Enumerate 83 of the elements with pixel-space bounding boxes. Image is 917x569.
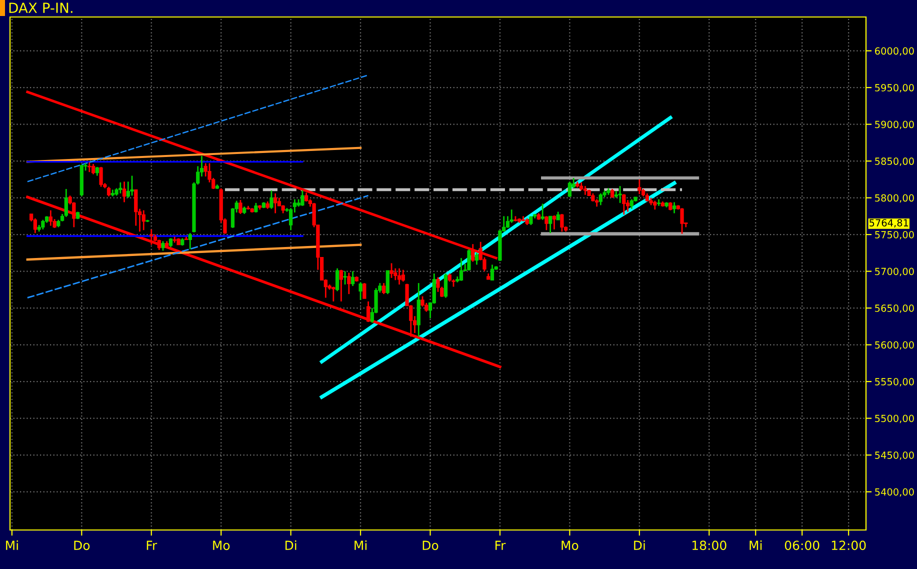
candlestick bbox=[142, 210, 146, 231]
y-tick-label: 5900,00 bbox=[875, 120, 914, 130]
x-tick-label: Fr bbox=[146, 540, 158, 550]
candlestick bbox=[254, 202, 258, 214]
candlestick bbox=[343, 270, 347, 286]
x-tick-label: Mo bbox=[562, 540, 578, 550]
candlestick bbox=[362, 282, 366, 300]
x-tick-label: Di bbox=[285, 540, 296, 550]
candlestick bbox=[397, 268, 402, 286]
candlestick bbox=[358, 282, 362, 301]
candlestick bbox=[490, 264, 494, 281]
candlestick bbox=[332, 286, 336, 302]
x-tick-label: Mi bbox=[354, 540, 366, 550]
chart-title: DAX P-IN. bbox=[9, 2, 72, 13]
candlestick bbox=[106, 186, 111, 198]
candlestick bbox=[366, 300, 370, 323]
y-tick-label: 5700,00 bbox=[875, 268, 914, 276]
candlestick bbox=[91, 163, 96, 175]
y-tick-label: 5850,00 bbox=[875, 158, 914, 166]
y-tick-label: 5800,00 bbox=[875, 194, 914, 203]
candlestick bbox=[122, 180, 126, 203]
x-tick-label: Di bbox=[634, 540, 645, 550]
x-tick-label: 18:00 bbox=[692, 540, 726, 550]
candlestick bbox=[544, 215, 548, 231]
candlestick bbox=[459, 257, 464, 282]
candlestick bbox=[347, 272, 351, 295]
candlestick bbox=[401, 269, 405, 282]
y-tick-label: 5450,00 bbox=[875, 452, 914, 460]
y-tick-label: 5500,00 bbox=[875, 414, 914, 424]
candlestick bbox=[548, 215, 552, 234]
x-tick-label: Do bbox=[74, 540, 90, 550]
candlestick bbox=[300, 190, 304, 207]
y-tick-label: 5600,00 bbox=[875, 341, 914, 350]
candlestick bbox=[238, 199, 242, 215]
candlestick bbox=[598, 192, 602, 206]
candlestick bbox=[630, 198, 634, 210]
text: 5764,81 bbox=[870, 219, 908, 228]
candlestick bbox=[88, 162, 92, 173]
candlestick bbox=[33, 218, 37, 234]
candlestick bbox=[540, 202, 544, 221]
candlestick bbox=[467, 248, 471, 272]
candlestick bbox=[270, 190, 274, 210]
candlestick bbox=[382, 282, 386, 295]
candlestick bbox=[118, 182, 122, 194]
x-tick-label: Do bbox=[422, 540, 438, 550]
candlestick bbox=[436, 276, 440, 293]
candlestick bbox=[552, 214, 556, 230]
x-tick-label: 06:00 bbox=[784, 540, 820, 550]
candlestick bbox=[161, 240, 165, 252]
candlestick bbox=[672, 202, 676, 214]
candlestick bbox=[274, 192, 278, 214]
candlestick bbox=[680, 207, 684, 235]
x-tick-label: Mi bbox=[750, 540, 762, 550]
candlestick bbox=[560, 213, 564, 232]
candlestick bbox=[130, 175, 134, 196]
candlestick bbox=[157, 238, 161, 251]
x-tick-label: 12:00 bbox=[832, 540, 866, 550]
y-tick-label: 6000,00 bbox=[875, 47, 914, 56]
candlestick bbox=[568, 180, 572, 198]
candlestick bbox=[638, 178, 642, 195]
x-tick-label: Mi bbox=[6, 540, 18, 550]
y-tick-label: 5950,00 bbox=[875, 84, 914, 92]
candlestick bbox=[48, 210, 52, 226]
candlestick bbox=[350, 270, 355, 287]
candlestick bbox=[420, 296, 424, 308]
candlestick bbox=[41, 219, 45, 230]
candlestick bbox=[622, 193, 626, 216]
y-tick-label: 5650,00 bbox=[875, 304, 914, 313]
y-tick-label: 5750,00 bbox=[875, 231, 914, 240]
x-tick-label: Fr bbox=[495, 540, 506, 550]
x-tick-label: Mo bbox=[213, 540, 230, 550]
candlestick bbox=[444, 272, 448, 298]
candlestick bbox=[474, 252, 479, 266]
candlestick bbox=[335, 268, 340, 292]
candlestick bbox=[150, 228, 154, 246]
y-tick-label: 5400,00 bbox=[875, 488, 914, 497]
candlestick bbox=[339, 269, 343, 302]
y-tick-label: 5550,00 bbox=[875, 378, 914, 386]
candlestick bbox=[188, 232, 192, 250]
candlestick bbox=[64, 188, 68, 218]
candlestick bbox=[390, 262, 394, 279]
candlestick bbox=[99, 166, 103, 188]
candlestick bbox=[386, 270, 390, 295]
